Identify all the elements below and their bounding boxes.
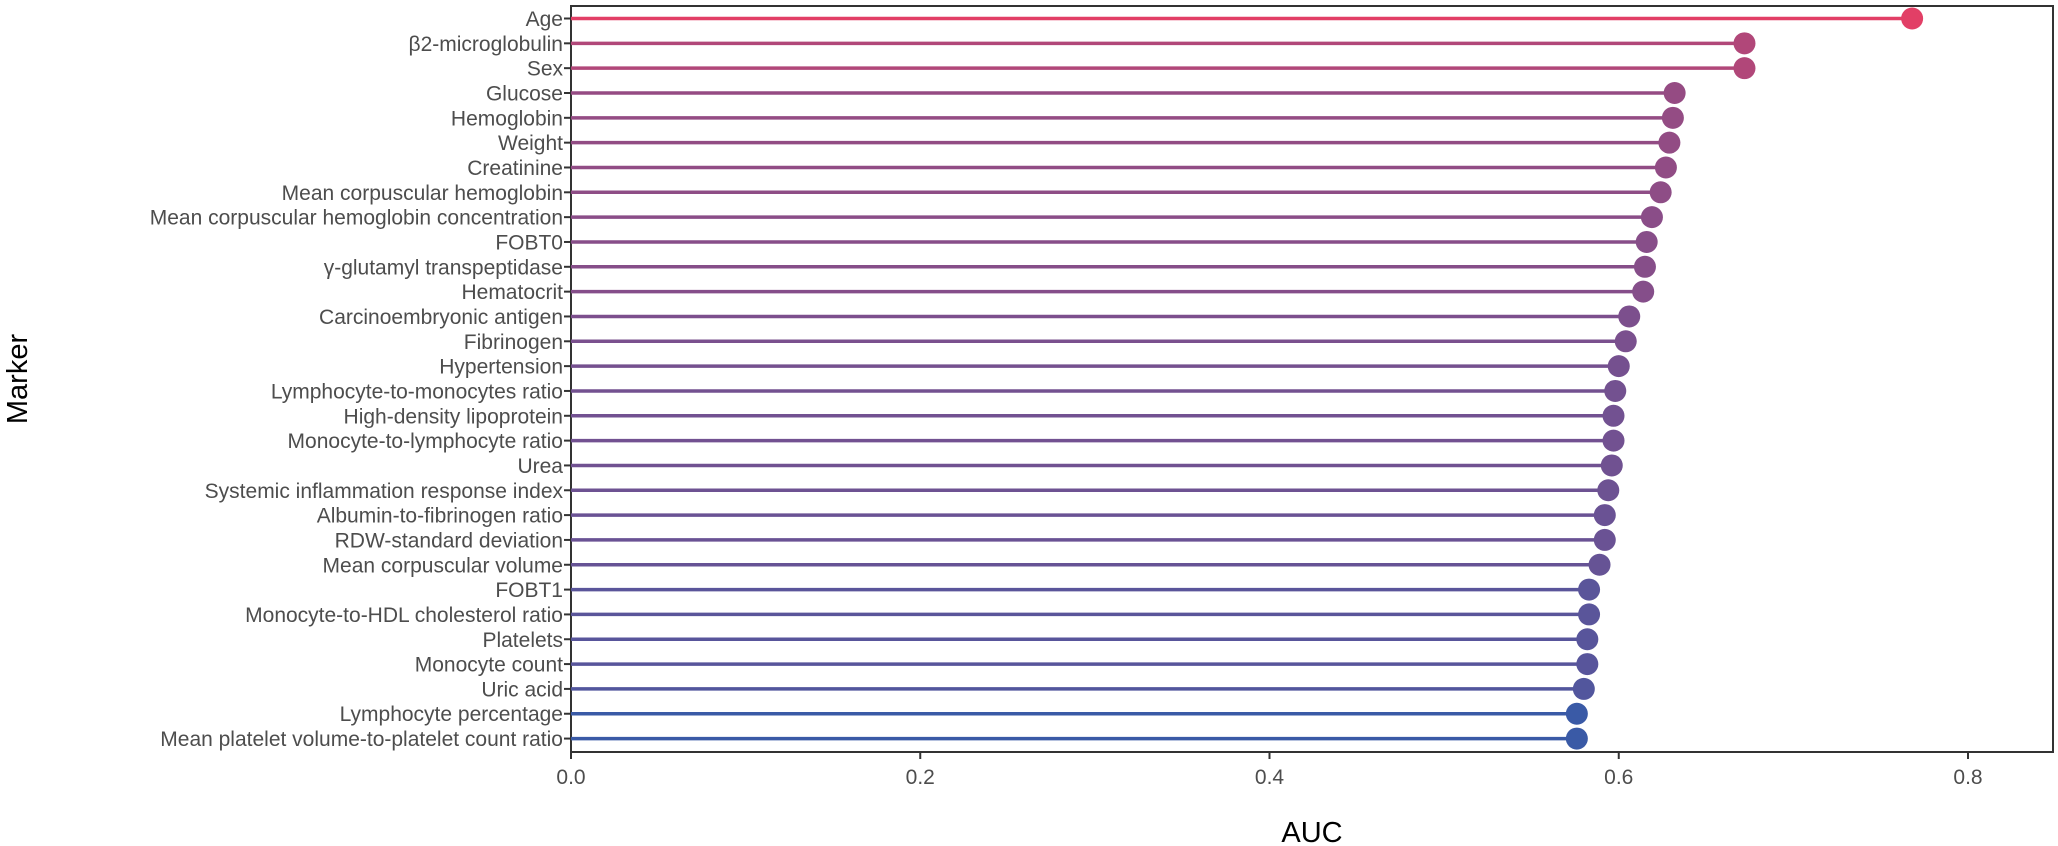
x-axis-title: AUC	[1281, 817, 1342, 846]
lollipop-dot	[1733, 57, 1756, 80]
y-tick-label: Mean platelet volume-to-platelet count r…	[160, 728, 563, 751]
y-tick-label: FOBT1	[495, 579, 563, 602]
lollipop-dot	[1572, 677, 1595, 700]
y-tick-label: Platelets	[482, 629, 563, 652]
y-tick-label: γ-glutamyl transpeptidase	[324, 256, 563, 279]
lollipop-dot	[1661, 106, 1684, 129]
y-tick-label: Mean corpuscular hemoglobin	[282, 182, 563, 205]
x-tick-label: 0.4	[1255, 766, 1285, 789]
y-tick-label: Carcinoembryonic antigen	[319, 306, 563, 329]
lollipop-dot	[1576, 653, 1599, 676]
lollipop-dot	[1578, 578, 1601, 601]
y-tick-label: Albumin-to-fibrinogen ratio	[317, 505, 563, 528]
y-tick-label: FOBT0	[495, 231, 563, 254]
dots-layer	[1565, 7, 1924, 750]
lollipop-dot	[1632, 280, 1655, 303]
lollipop-dot	[1733, 32, 1756, 55]
lollipop-dot	[1607, 355, 1630, 378]
y-tick-label: Monocyte-to-lymphocyte ratio	[288, 430, 563, 453]
lollipop-dot	[1593, 528, 1616, 551]
y-axis-title: Marker	[2, 334, 34, 425]
lollipop-dot	[1640, 206, 1663, 229]
lollipop-dot	[1633, 255, 1656, 278]
lollipop-dot	[1576, 628, 1599, 651]
x-axis: 0.0 0.2 0.4 0.6 0.8	[556, 752, 1983, 789]
y-tick-label: Hypertension	[439, 356, 563, 379]
y-tick-label: Lymphocyte-to-monocytes ratio	[271, 380, 563, 403]
lollipop-dot	[1602, 404, 1625, 427]
x-tick-label: 0.2	[906, 766, 935, 789]
x-tick-label: 0.8	[1953, 766, 1982, 789]
y-tick-label: Uric acid	[481, 678, 563, 701]
lollipop-dot	[1663, 81, 1686, 104]
lollipop-dot	[1565, 727, 1588, 750]
lollipop-dot	[1565, 702, 1588, 725]
y-tick-label: Sex	[527, 58, 564, 81]
x-tick-label: 0.6	[1604, 766, 1633, 789]
y-tick-label: Hemoglobin	[451, 107, 563, 130]
y-tick-label: Creatinine	[467, 157, 563, 180]
lollipop-dot	[1649, 181, 1672, 204]
y-tick-label: β2-microglobulin	[409, 33, 563, 56]
y-tick-label: Hematocrit	[461, 281, 563, 304]
lollipop-dot	[1618, 305, 1641, 328]
lollipop-dot	[1654, 156, 1677, 179]
y-tick-label: Monocyte count	[415, 654, 563, 677]
y-tick-label: Fibrinogen	[464, 331, 563, 354]
lollipop-dot	[1635, 230, 1658, 253]
x-tick-label: 0.0	[556, 766, 585, 789]
lollipop-dot	[1658, 131, 1681, 154]
lollipop-dot	[1604, 379, 1627, 402]
lollipop-dot	[1901, 7, 1924, 30]
y-tick-label: RDW-standard deviation	[335, 529, 563, 552]
y-axis: Ageβ2-microglobulinSexGlucoseHemoglobinW…	[150, 8, 571, 751]
y-tick-label: Lymphocyte percentage	[340, 703, 563, 726]
y-tick-label: Monocyte-to-HDL cholesterol ratio	[245, 604, 563, 627]
y-tick-label: Mean corpuscular hemoglobin concentratio…	[150, 207, 563, 230]
y-tick-label: High-density lipoprotein	[344, 405, 563, 428]
lollipop-dot	[1614, 330, 1637, 353]
lollipop-dot	[1578, 603, 1601, 626]
lollipop-dot	[1597, 479, 1620, 502]
y-tick-label: Age	[526, 8, 563, 31]
y-tick-label: Urea	[517, 455, 563, 478]
lollipop-dot	[1600, 454, 1623, 477]
lollipop-dot	[1602, 429, 1625, 452]
stems-layer	[571, 16, 1913, 741]
lollipop-dot	[1588, 553, 1611, 576]
panel-border	[570, 5, 2054, 753]
y-tick-label: Glucose	[486, 82, 563, 105]
lollipop-dot	[1593, 504, 1616, 527]
y-tick-label: Weight	[498, 132, 563, 155]
y-tick-label: Systemic inflammation response index	[205, 480, 564, 503]
y-tick-label: Mean corpuscular volume	[323, 554, 563, 577]
